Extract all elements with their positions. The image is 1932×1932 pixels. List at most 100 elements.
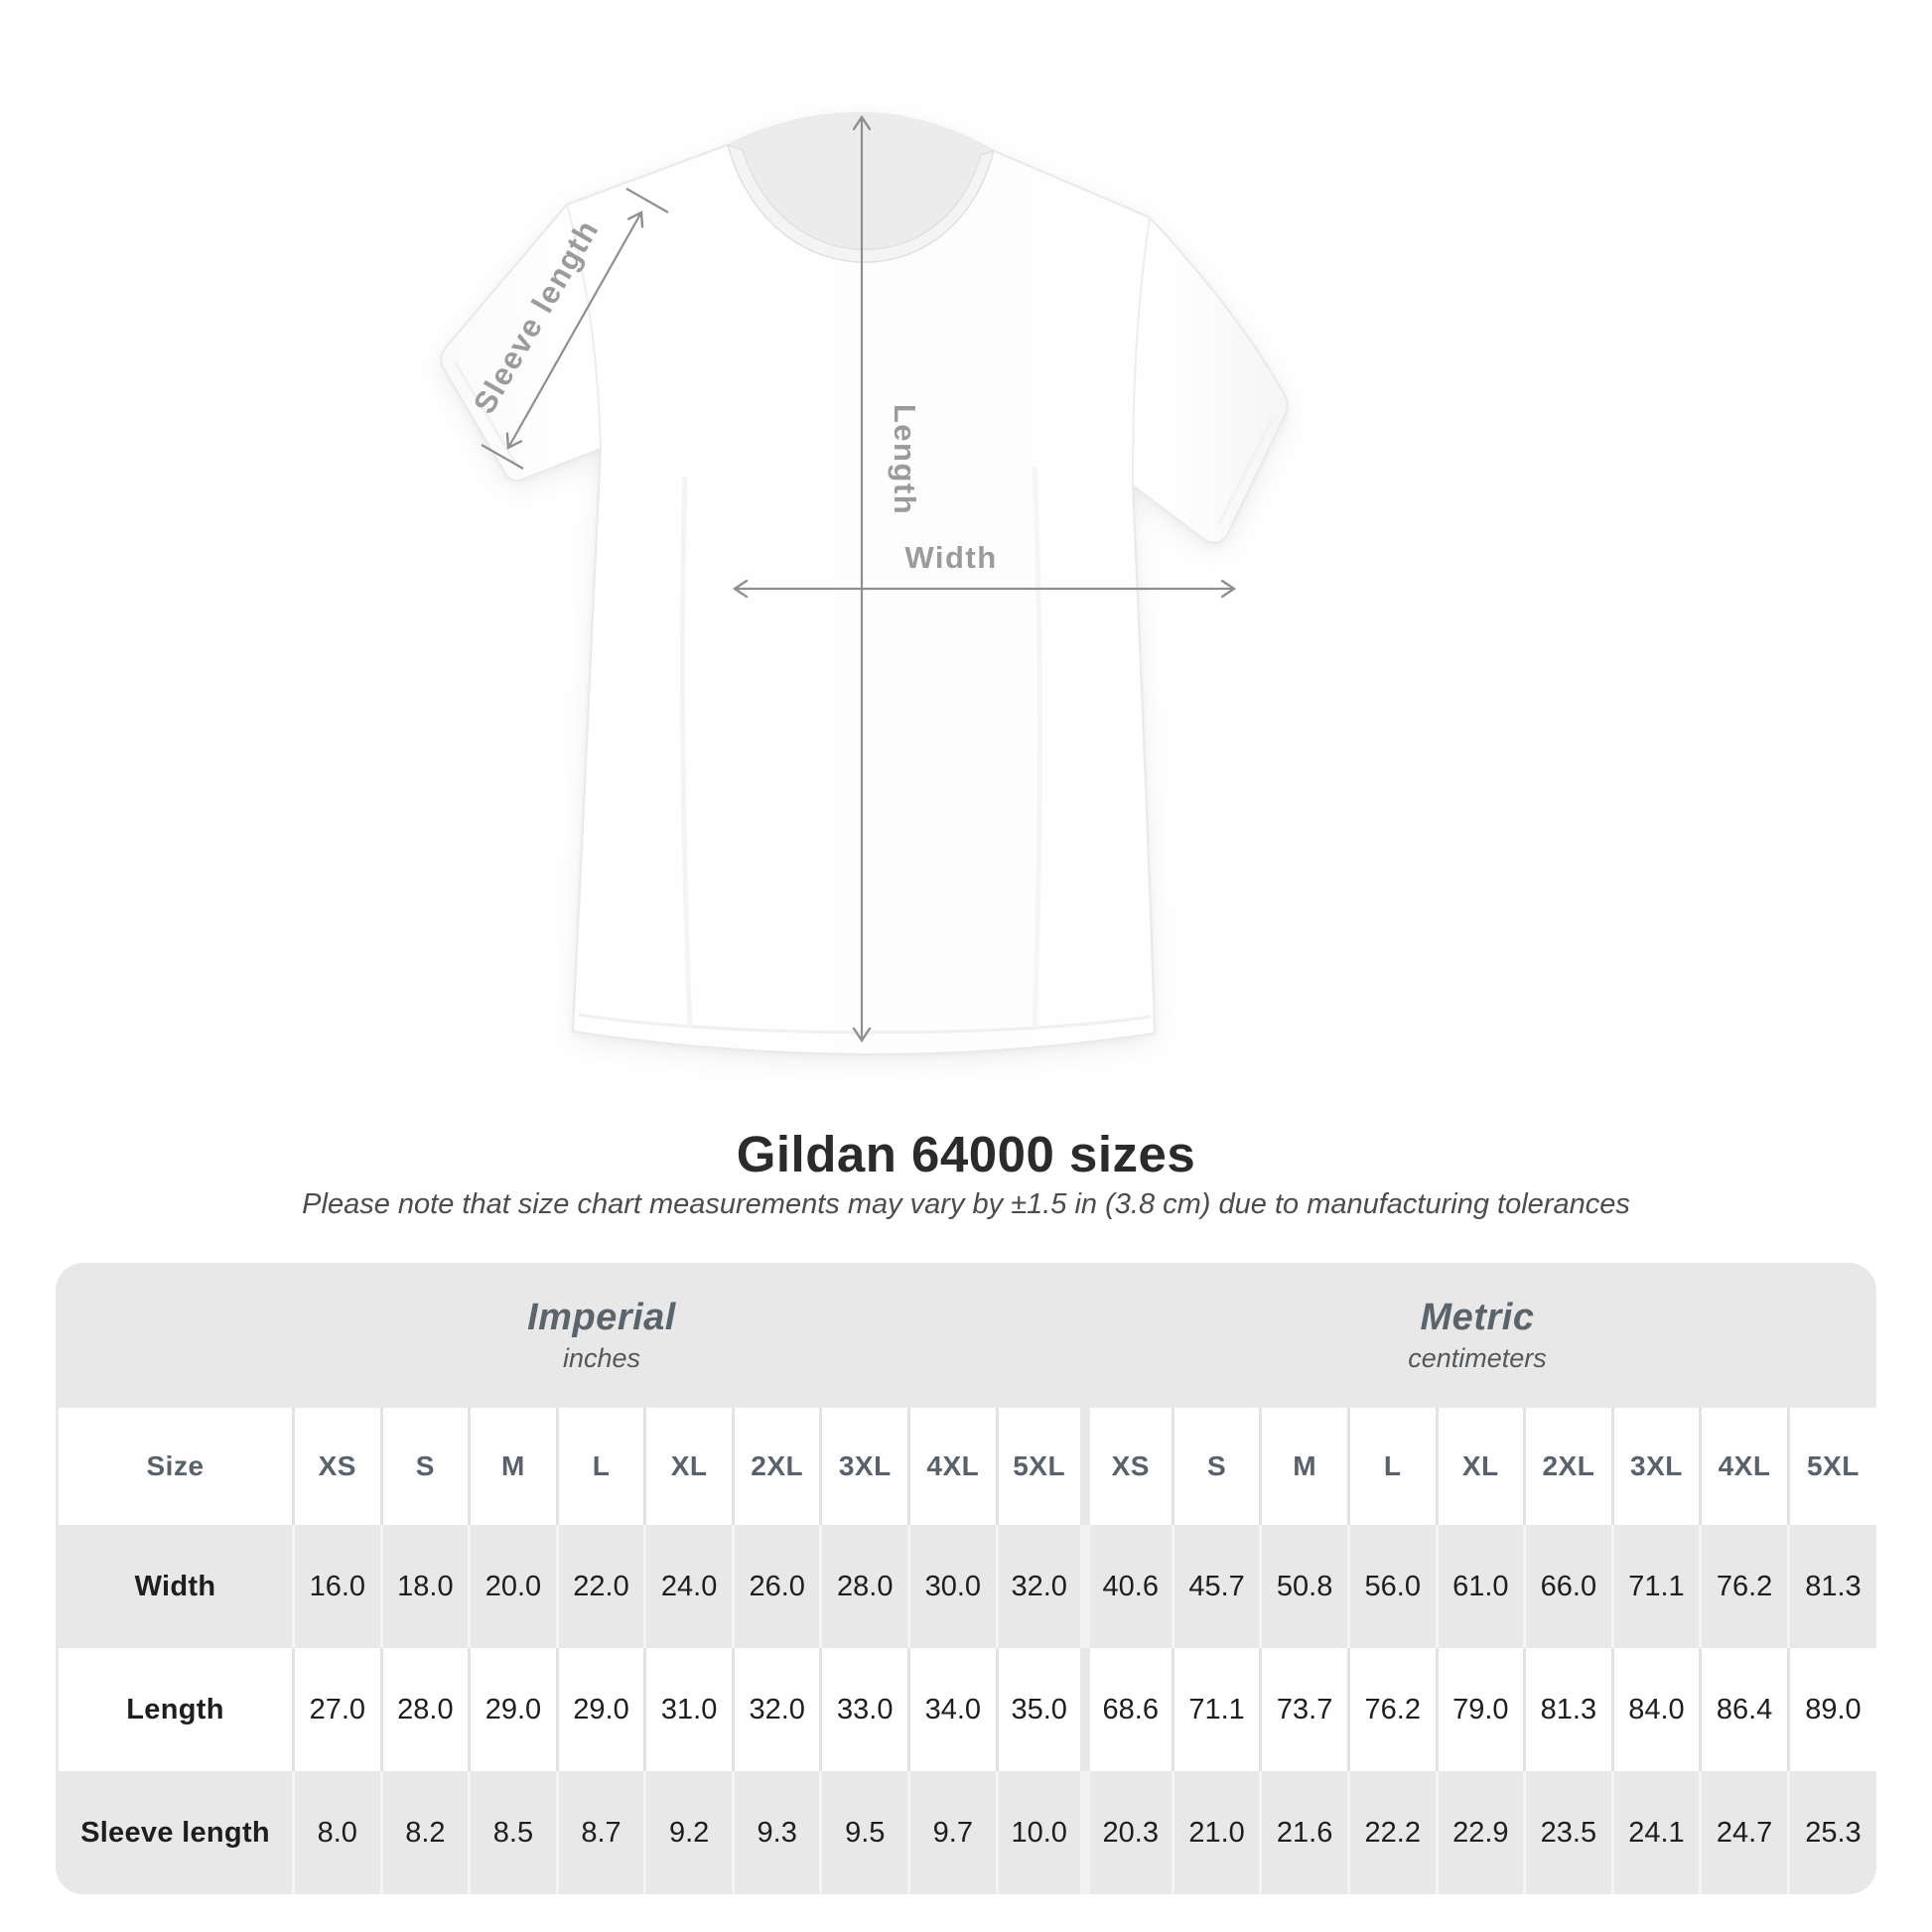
units-band: Imperial inches Metric centimeters [56,1263,1876,1408]
measurement-cell: 22.9 [1435,1771,1525,1894]
measurement-cell: 31.0 [643,1648,734,1771]
measurement-cell: 25.3 [1786,1771,1876,1894]
column-header: XS [1079,1408,1173,1525]
measurement-cell: 22.2 [1346,1771,1438,1894]
measurement-cell: 61.0 [1435,1525,1525,1648]
column-header: XS [292,1408,382,1525]
column-header: 2XL [731,1408,821,1525]
table-row-sleeve-length: Sleeve length 8.0 8.2 8.5 8.7 9.2 9.3 9.… [57,1771,1876,1894]
length-label: Length [888,404,922,515]
measurement-cell: 24.0 [643,1525,734,1648]
measurement-cell: 71.1 [1610,1525,1701,1648]
column-header: XL [1435,1408,1525,1525]
measurement-cell: 84.0 [1610,1648,1701,1771]
column-header: M [1259,1408,1349,1525]
measurement-cell: 10.0 [995,1771,1085,1894]
right-cuff-stitch [1217,418,1274,525]
measurement-cell: 30.0 [907,1525,998,1648]
metric-group: Metric centimeters [1078,1263,1876,1408]
measurement-cell: 28.0 [819,1525,909,1648]
column-header: L [555,1408,645,1525]
measurement-cell: 34.0 [907,1648,998,1771]
measurement-cell: 8.0 [292,1771,382,1894]
column-header: XL [643,1408,734,1525]
measurement-cell: 26.0 [731,1525,821,1648]
measurement-cell: 79.0 [1435,1648,1525,1771]
table-row-length: Length 27.0 28.0 29.0 29.0 31.0 32.0 33.… [57,1648,1876,1771]
size-header-row: Size XS S M L XL 2XL 3XL 4XL 5XL XS S M … [57,1408,1876,1525]
measurement-cell: 21.6 [1259,1771,1349,1894]
column-header: 3XL [1610,1408,1701,1525]
measurement-cell: 33.0 [819,1648,909,1771]
measurement-cell: 35.0 [995,1648,1085,1771]
column-header: 5XL [995,1408,1085,1525]
measurement-cell: 24.1 [1610,1771,1701,1894]
metric-unit-label: centimeters [1408,1343,1547,1373]
measurement-cell: 76.2 [1699,1525,1789,1648]
right-sleeve-seam [1132,216,1151,486]
tshirt-collar [726,143,996,263]
size-table: Size XS S M L XL 2XL 3XL 4XL 5XL XS S M … [56,1408,1876,1894]
width-label: Width [904,540,997,575]
measurement-cell: 89.0 [1786,1648,1876,1771]
measurement-cell: 50.8 [1259,1525,1349,1648]
measurement-cell: 27.0 [292,1648,382,1771]
measurement-cell: 29.0 [468,1648,558,1771]
measurement-cell: 23.5 [1523,1771,1613,1894]
measurement-cell: 24.7 [1699,1771,1789,1894]
measurement-cell: 9.2 [643,1771,734,1894]
column-header: M [468,1408,558,1525]
measurement-cell: 71.1 [1171,1648,1261,1771]
sleeve-arrow-tick-bottom [481,444,524,470]
measurement-cell: 86.4 [1699,1648,1789,1771]
measurement-cell: 9.7 [907,1771,998,1894]
measurement-cell: 21.0 [1171,1771,1261,1894]
measurement-cell: 8.5 [468,1771,558,1894]
dimension-arrows [481,114,1237,1043]
left-cuff-stitch [453,360,518,466]
measurement-cell: 8.2 [379,1771,470,1894]
column-header-size: Size [57,1408,294,1525]
sleeve-length-arrow [505,210,644,450]
column-header: 2XL [1523,1408,1613,1525]
metric-group-label: Metric [1420,1297,1535,1338]
fabric-crease [1032,466,1042,1029]
column-header: 3XL [819,1408,909,1525]
size-chart-card: Imperial inches Metric centimeters Size … [56,1263,1876,1894]
row-label: Width [57,1525,294,1648]
measurement-cell: 45.7 [1171,1525,1261,1648]
measurement-cell: 16.0 [292,1525,382,1648]
measurement-cell: 76.2 [1346,1648,1438,1771]
measurement-cell: 56.0 [1346,1525,1438,1648]
measurement-cell: 22.0 [555,1525,645,1648]
row-label: Sleeve length [57,1771,294,1894]
measurement-cell: 8.7 [555,1771,645,1894]
measurement-cell: 9.3 [731,1771,821,1894]
column-header: 5XL [1786,1408,1876,1525]
measurement-cell: 20.3 [1079,1771,1173,1894]
column-header: 4XL [907,1408,998,1525]
measurement-cell: 40.6 [1079,1525,1173,1648]
measurement-cell: 29.0 [555,1648,645,1771]
fabric-crease [680,476,693,1029]
column-header: L [1346,1408,1438,1525]
measurement-cell: 66.0 [1523,1525,1613,1648]
imperial-unit-label: inches [562,1343,641,1373]
measurement-cell: 9.5 [819,1771,909,1894]
row-label: Length [57,1648,294,1771]
imperial-group-label: Imperial [527,1297,676,1338]
column-header: S [1171,1408,1261,1525]
imperial-group: Imperial inches [56,1263,1078,1408]
column-header: S [379,1408,470,1525]
column-header: 4XL [1699,1408,1789,1525]
measurement-cell: 32.0 [995,1525,1085,1648]
tshirt-diagram: Sleeve length Length Width [440,111,1289,1056]
measurement-cell: 18.0 [379,1525,470,1648]
sleeve-arrow-tick-top [625,188,669,213]
measurement-cell: 73.7 [1259,1648,1349,1771]
page-title: Gildan 64000 sizes [736,1126,1196,1182]
measurement-cell: 68.6 [1079,1648,1173,1771]
page-subtitle: Please note that size chart measurements… [302,1188,1630,1220]
measurement-cell: 28.0 [379,1648,470,1771]
